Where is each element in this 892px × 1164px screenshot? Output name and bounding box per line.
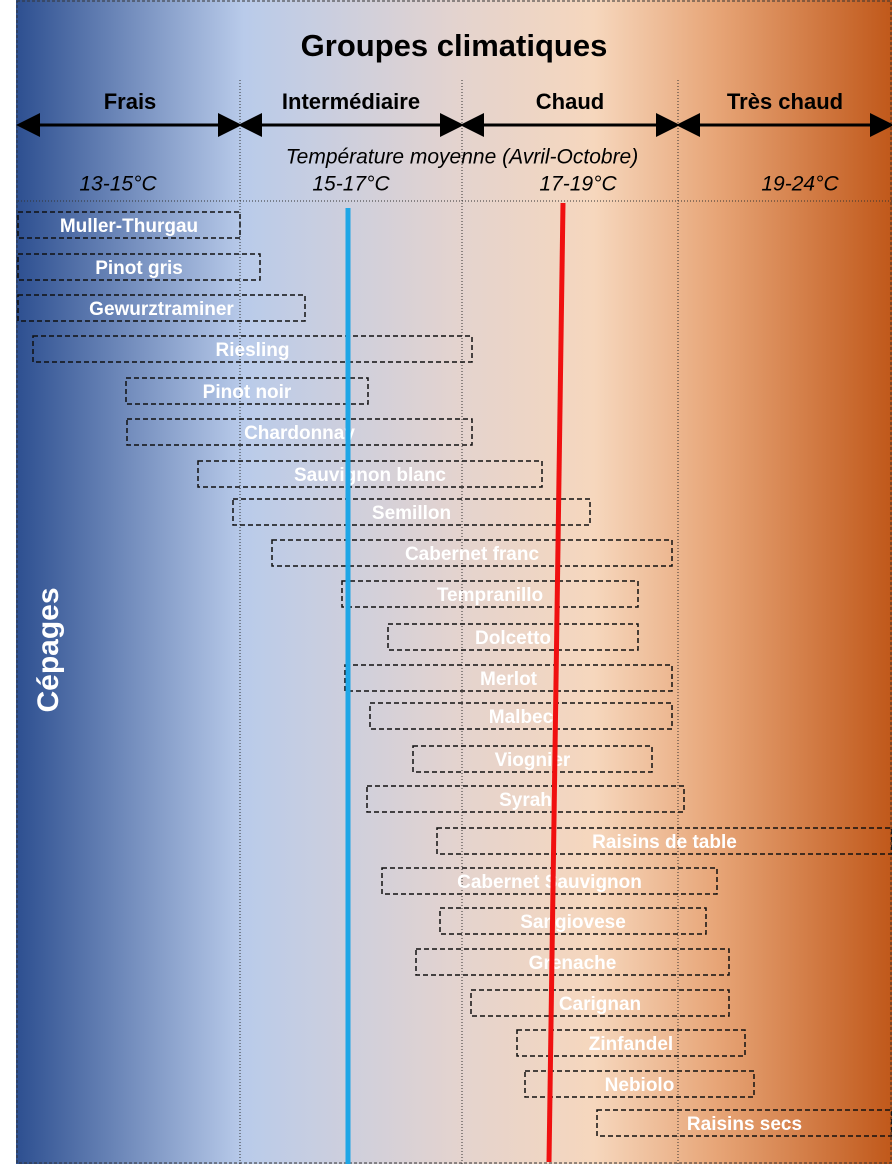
grape-range: [344, 664, 673, 692]
grape-label: Viognier: [495, 750, 571, 771]
grape-range: [32, 335, 473, 363]
grape-label: Semillon: [372, 503, 451, 524]
red-line: [546, 202, 566, 1163]
temperature-range: 13-15°C: [79, 173, 157, 196]
grape-range: [271, 539, 673, 567]
background: [16, 0, 892, 1164]
title: Groupes climatiques: [301, 28, 608, 63]
grape-range: [232, 498, 591, 526]
grape-label: Sauvignon blanc: [294, 465, 446, 486]
grape-label: Sangiovese: [520, 912, 626, 933]
grape-label: Syrah: [499, 790, 552, 811]
grape-range: [341, 580, 639, 608]
grape-label: Pinot gris: [95, 258, 183, 279]
grape-label: Riesling: [216, 340, 290, 361]
grape-range: [516, 1029, 746, 1057]
grape-label: Raisins secs: [687, 1114, 802, 1135]
subtitle: Température moyenne (Avril-Octobre): [286, 146, 638, 169]
grape-label: Tempranillo: [437, 585, 543, 606]
grape-range: [596, 1109, 892, 1137]
group-label: Chaud: [536, 89, 604, 114]
axis-label: Cépages: [32, 587, 65, 712]
grape-label: Cabernet Sauvignon: [457, 872, 642, 893]
grape-range: [17, 253, 261, 281]
grape-label: Merlot: [480, 669, 538, 690]
grape-range: [17, 211, 241, 239]
grape-range: [366, 785, 685, 813]
grape-label: Muller-Thurgau: [60, 216, 198, 237]
grape-label: Dolcetto: [475, 628, 551, 649]
grape-range: [436, 827, 892, 855]
temperature-range: 17-19°C: [539, 173, 617, 196]
group-label: Intermédiaire: [282, 89, 420, 114]
grape-range: [17, 294, 306, 322]
frame: [16, 0, 892, 1164]
grape-range: [470, 989, 730, 1017]
grape-range: [126, 418, 473, 446]
grape-range: [415, 948, 730, 976]
grape-label: Chardonnay: [244, 423, 355, 444]
grape-label: Raisins de table: [592, 832, 737, 853]
grape-label: Carignan: [559, 994, 641, 1015]
temperature-range: 19-24°C: [761, 173, 839, 196]
grape-label: Cabernet franc: [405, 544, 540, 565]
grape-range: [125, 377, 369, 405]
grape-label: Gewurztraminer: [89, 299, 234, 320]
grape-range: [439, 907, 707, 935]
grape-label: Pinot noir: [203, 382, 292, 403]
group-label: Très chaud: [727, 89, 843, 114]
grape-label: Nebiolo: [605, 1075, 675, 1096]
group-label: Frais: [104, 89, 157, 114]
grape-range: [369, 702, 673, 730]
grape-range: [524, 1070, 755, 1098]
grape-range: [197, 460, 543, 488]
grape-label: Malbec: [489, 707, 554, 728]
grape-label: Zinfandel: [589, 1034, 673, 1055]
grape-range: [381, 867, 718, 895]
grape-range: [387, 623, 639, 651]
temperature-range: 15-17°C: [312, 173, 390, 196]
grape-label: Grenache: [529, 953, 617, 974]
dividers: [18, 80, 892, 1164]
grape-range: [412, 745, 653, 773]
